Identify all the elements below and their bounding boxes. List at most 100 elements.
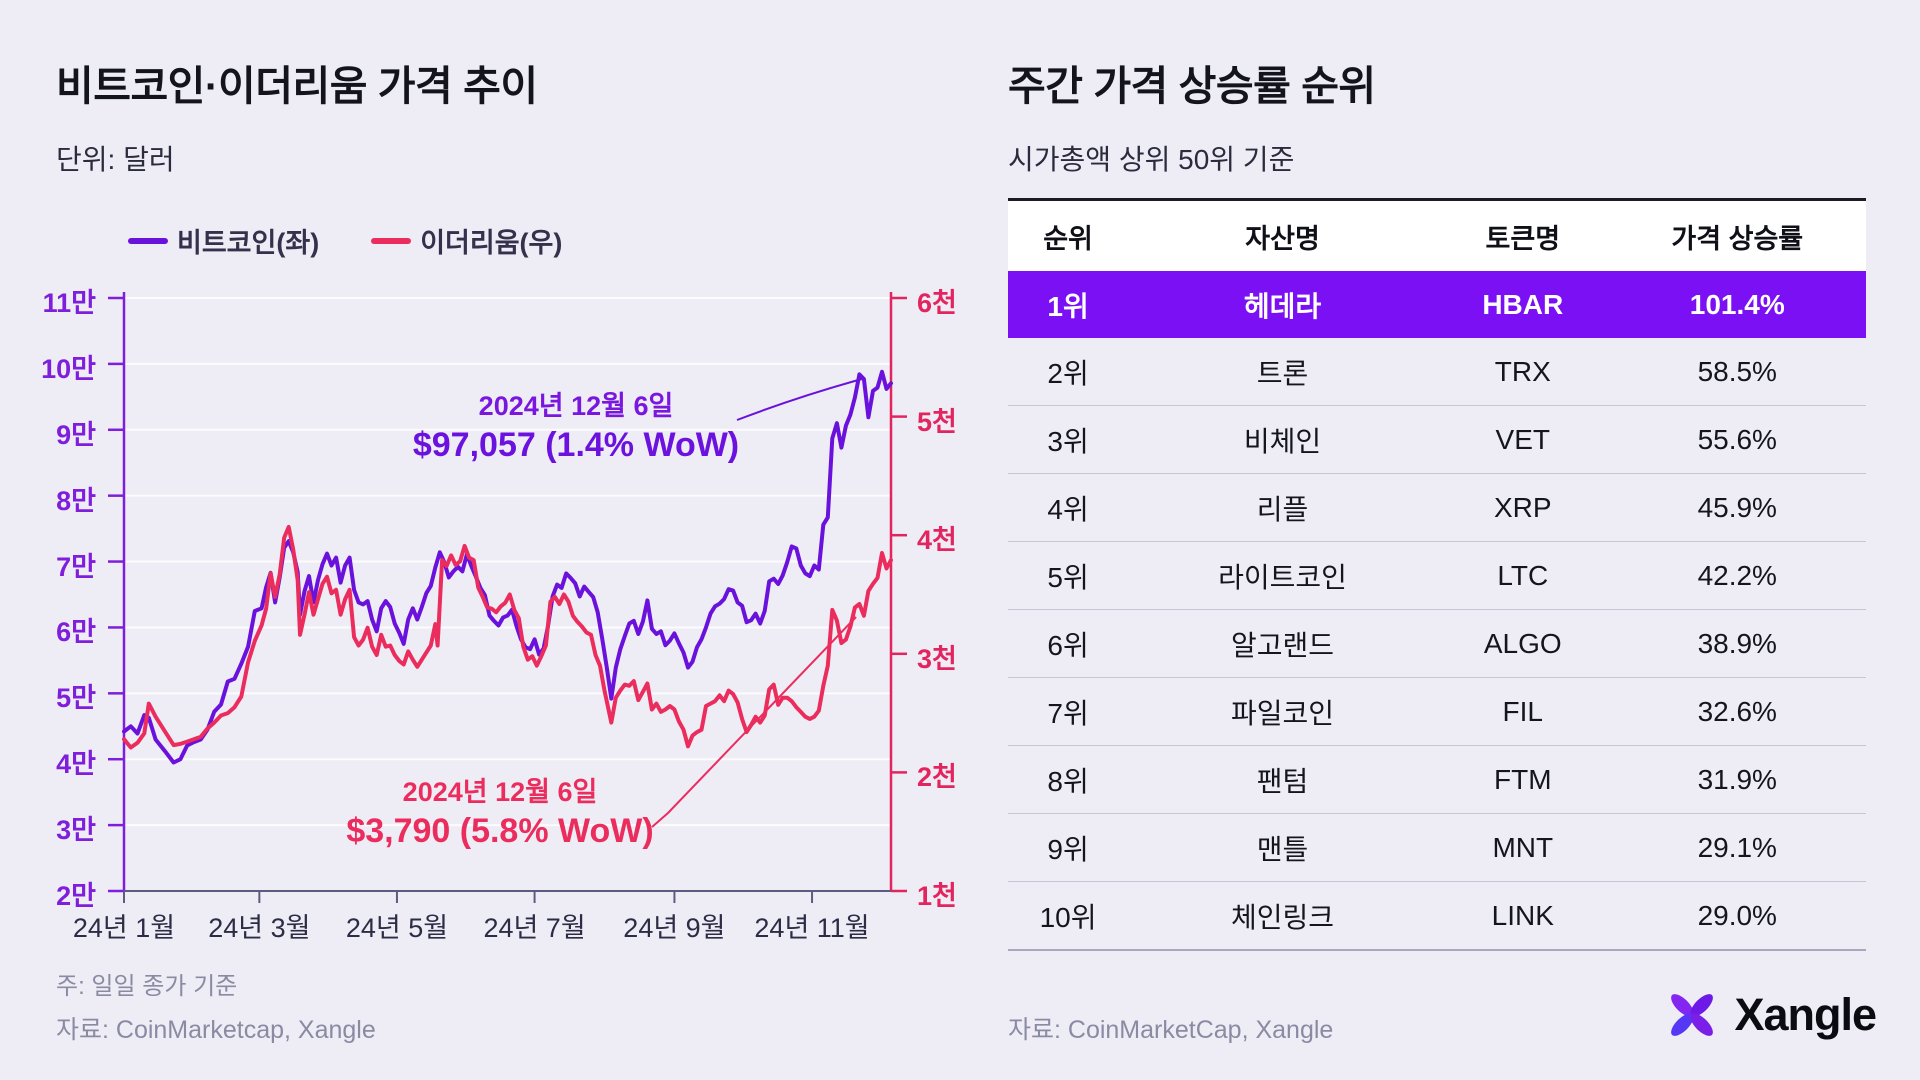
cell-token: XRP (1493, 491, 1552, 523)
ethereum-line-swatch-icon (371, 237, 412, 244)
cell-rank: 9위 (1047, 833, 1089, 865)
left-axis-tick: 3만 (56, 815, 96, 846)
cell-change: 101.4% (1689, 288, 1785, 320)
x-axis-tick: 24년 3월 (208, 913, 311, 943)
cell-rank: 4위 (1047, 493, 1089, 525)
cell-change: 58.5% (1697, 355, 1777, 387)
ethereum-callout-date: 2024년 12월 6일 (402, 777, 598, 807)
cell-change: 29.1% (1697, 831, 1777, 863)
xangle-logo-icon (1671, 994, 1714, 1036)
legend-label-ethereum: 이더리움(우) (420, 228, 563, 258)
cell-change: 45.9% (1697, 491, 1777, 523)
header-change: 가격 상승률 (1671, 223, 1804, 254)
legend-label-bitcoin: 비트코인(좌) (177, 228, 320, 258)
right-panel-title: 주간 가격 상승률 순위 (1008, 63, 1376, 109)
x-axis-tick: 24년 9월 (623, 913, 726, 943)
cell-rank: 10위 (1039, 901, 1097, 933)
cell-asset: 알고랜드 (1231, 629, 1335, 661)
left-axis-tick: 8만 (56, 485, 96, 516)
ethereum-callout-value: $3,790 (5.8% WoW) (346, 812, 654, 850)
right-source: 자료: CoinMarketCap, Xangle (1008, 1016, 1334, 1044)
left-axis-tick: 4만 (56, 749, 96, 780)
cell-change: 42.2% (1697, 559, 1777, 591)
cell-rank: 1위 (1047, 290, 1089, 322)
cell-token: HBAR (1482, 288, 1564, 320)
cell-change: 55.6% (1697, 423, 1777, 455)
right-axis-tick: 3천 (917, 643, 957, 674)
chart-note: 주: 일일 종가 기준 (56, 973, 238, 1000)
cell-rank: 8위 (1047, 765, 1089, 797)
cell-asset: 트론 (1256, 357, 1309, 389)
cell-token: LINK (1491, 899, 1554, 931)
cell-token: TRX (1494, 355, 1551, 387)
ethereum-callout: 2024년 12월 6일 $3,790 (5.8% WoW) (294, 770, 706, 851)
right-axis-tick: 2천 (917, 762, 957, 793)
right-axis-tick: 6천 (917, 288, 957, 318)
bitcoin-line-swatch-icon (128, 237, 168, 244)
cell-token: LTC (1497, 559, 1549, 591)
cell-change: 31.9% (1697, 763, 1777, 795)
cell-rank: 7위 (1047, 697, 1089, 729)
cell-change: 32.6% (1697, 695, 1777, 727)
legend-item-bitcoin: 비트코인(좌) (128, 221, 319, 260)
table-row: 1위 헤데라 HBAR 101.4% (1008, 271, 1866, 338)
cell-token: ALGO (1483, 627, 1562, 659)
legend-item-ethereum: 이더리움(우) (371, 221, 562, 260)
left-axis-tick: 6만 (56, 617, 96, 648)
table-row: 9위 맨틀 MNT 29.1% (1008, 813, 1866, 881)
xangle-logo-text: Xangle (1734, 989, 1877, 1040)
cell-rank: 6위 (1047, 629, 1089, 661)
table-row: 3위 비체인 VET 55.6% (1008, 405, 1866, 473)
table-row: 4위 리플 XRP 45.9% (1008, 473, 1866, 541)
left-panel-subtitle: 단위: 달러 (56, 144, 175, 175)
cell-asset: 비체인 (1243, 425, 1322, 457)
right-axis-tick: 1천 (917, 881, 957, 911)
cell-change: 38.9% (1697, 627, 1777, 659)
x-axis-tick: 24년 5월 (345, 913, 449, 943)
right-axis-tick: 5천 (917, 406, 957, 437)
cell-token: FIL (1502, 695, 1544, 727)
bitcoin-callout-value: $97,057 (1.4% WoW) (412, 426, 740, 464)
table-row: 2위 트론 TRX 58.5% (1008, 338, 1866, 405)
left-axis-tick: 9만 (56, 419, 96, 450)
header-token: 토큰명 (1485, 223, 1561, 254)
cell-asset: 라이트코인 (1218, 561, 1347, 593)
weekly-gainers-table: 순위 자산명 토큰명 가격 상승률 1위 헤데라 HBAR 101.4% 2위 트론 TRX… (1008, 198, 1866, 951)
table-row: 6위 알고랜드 ALGO 38.9% (1008, 609, 1866, 677)
x-axis-tick: 24년 11월 (754, 913, 870, 943)
cell-change: 29.0% (1697, 899, 1777, 931)
bitcoin-callout: 2024년 12월 6일 $97,057 (1.4% WoW) (370, 384, 782, 465)
cell-token: VET (1495, 423, 1551, 455)
left-axis-tick: 7만 (56, 551, 96, 582)
right-panel-subtitle: 시가총액 상위 50위 기준 (1008, 144, 1295, 175)
cell-asset: 헤데라 (1243, 290, 1322, 322)
cell-asset: 파일코인 (1231, 697, 1335, 729)
table-row: 8위 팬텀 FTM 31.9% (1008, 745, 1866, 813)
cell-asset: 맨틀 (1256, 833, 1309, 865)
left-axis-tick: 11만 (42, 288, 96, 318)
cell-token: FTM (1494, 763, 1552, 795)
chart-legend: 비트코인(좌) 이더리움(우) (128, 221, 562, 260)
table-header-row: 순위 자산명 토큰명 가격 상승률 (1008, 201, 1866, 271)
cell-asset: 팬텀 (1256, 765, 1309, 797)
header-asset: 자산명 (1245, 223, 1320, 254)
cell-rank: 5위 (1047, 561, 1089, 593)
cell-rank: 2위 (1047, 357, 1089, 389)
left-panel-title: 비트코인·이더리움 가격 추이 (56, 63, 538, 109)
x-axis-tick: 24년 7월 (483, 913, 586, 943)
left-source: 자료: CoinMarketcap, Xangle (56, 1016, 376, 1044)
cell-token: MNT (1492, 831, 1554, 863)
left-axis-tick: 5만 (56, 683, 96, 714)
cell-asset: 체인링크 (1231, 901, 1335, 933)
table-row: 10위 체인링크 LINK 29.0% (1008, 881, 1866, 949)
cell-rank: 3위 (1047, 425, 1089, 457)
header-rank: 순위 (1043, 223, 1093, 254)
cell-asset: 리플 (1256, 493, 1309, 525)
bitcoin-callout-date: 2024년 12월 6일 (478, 391, 674, 421)
table-body: 1위 헤데라 HBAR 101.4% 2위 트론 TRX 58.5% 3위 비체인 VET 55.6%… (1008, 271, 1866, 951)
table-row: 7위 파일코인 FIL 32.6% (1008, 677, 1866, 745)
left-axis-tick: 2만 (56, 881, 96, 911)
xangle-logo: Xangle (1662, 985, 1877, 1045)
right-axis-tick: 4천 (917, 525, 957, 556)
left-axis-tick: 10만 (41, 353, 96, 384)
